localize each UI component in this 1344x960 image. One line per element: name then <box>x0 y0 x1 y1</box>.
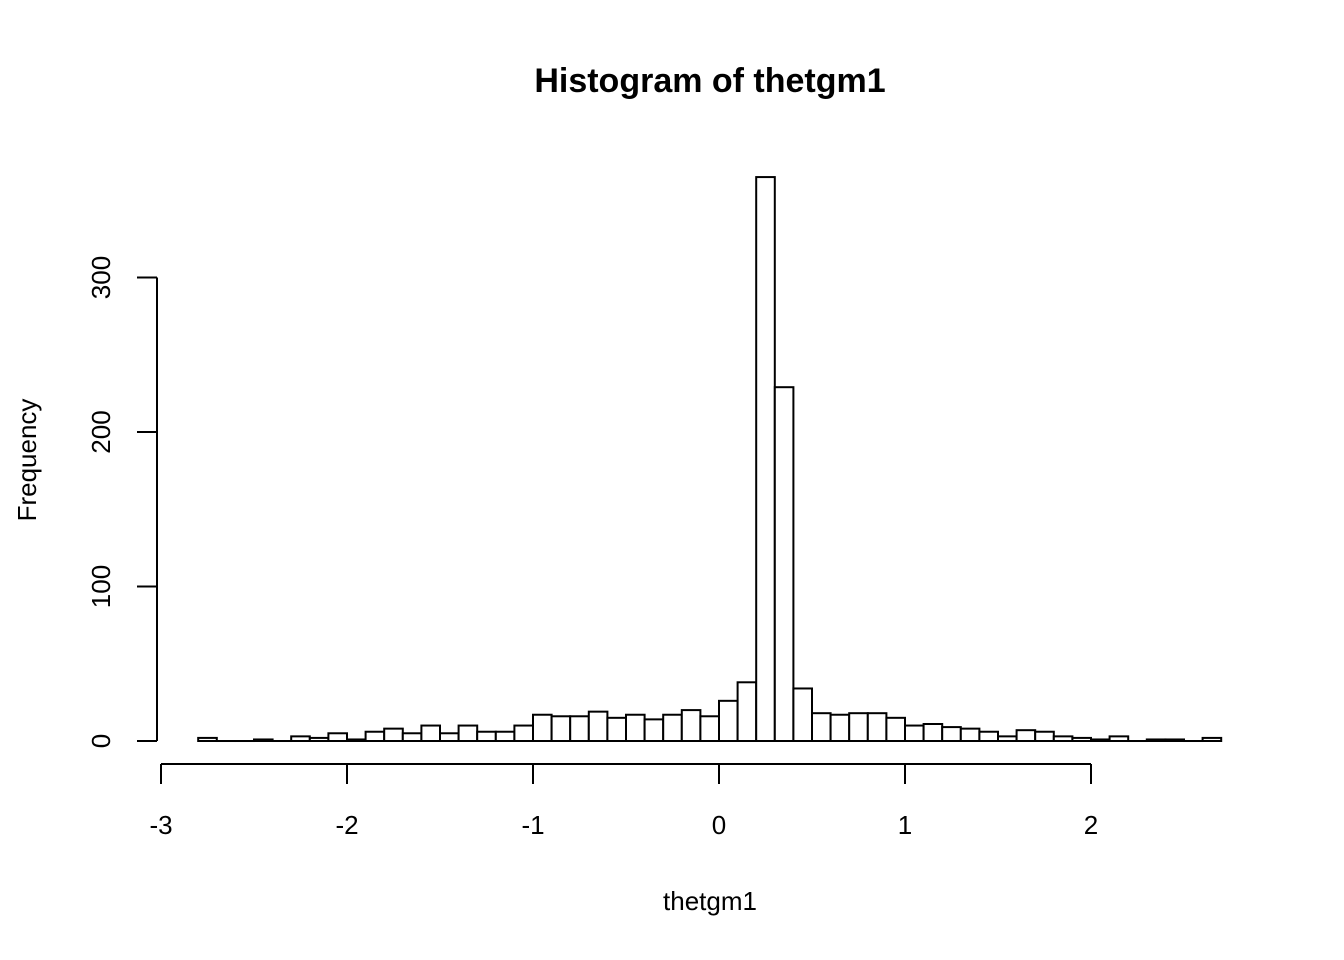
histogram-bar <box>848 712 869 743</box>
histogram-bar <box>904 724 925 742</box>
histogram-bar <box>718 699 739 743</box>
histogram-bar <box>569 715 590 743</box>
y-axis: 0 100 200 300 <box>86 256 158 748</box>
histogram-bar <box>532 713 553 742</box>
histogram-bar <box>811 712 832 743</box>
histogram-bar <box>866 712 888 743</box>
histogram-bar <box>1164 738 1186 743</box>
x-tick-label: 2 <box>1084 810 1098 840</box>
x-tick-label: -2 <box>335 810 358 840</box>
histogram-bar <box>959 727 981 743</box>
histogram-bar <box>1145 738 1167 743</box>
histogram-bar <box>1015 729 1037 742</box>
histogram-bar <box>643 718 665 742</box>
x-tick-label: -3 <box>149 810 172 840</box>
x-tick-label: -1 <box>521 810 544 840</box>
y-tick-label: 100 <box>86 565 116 608</box>
histogram-bar <box>327 732 348 743</box>
histogram-bar <box>550 715 572 743</box>
histogram-bar <box>346 738 367 743</box>
histogram-bar <box>476 730 497 742</box>
histogram-bar <box>420 724 441 742</box>
histogram-bar <box>513 724 535 742</box>
histogram-bar <box>941 726 962 742</box>
histogram-bar <box>978 730 1000 742</box>
x-axis-label: thetgm1 <box>663 886 757 916</box>
chart-title: Histogram of thetgm1 <box>534 62 885 100</box>
histogram-bars <box>197 176 1223 743</box>
histogram-bar <box>308 736 330 742</box>
histogram-bar <box>1071 736 1093 742</box>
histogram-bar <box>401 732 423 743</box>
histogram-bar <box>1108 735 1130 742</box>
histogram-bar <box>699 715 721 743</box>
y-axis-label: Frequency <box>12 399 42 522</box>
histogram-bar <box>773 386 795 742</box>
histogram-bar <box>1052 735 1074 742</box>
histogram-bar <box>1090 738 1111 743</box>
histogram-bar <box>792 687 814 742</box>
histogram-bar <box>364 730 386 742</box>
histogram-bar <box>829 713 851 742</box>
histogram-bar <box>1201 736 1223 742</box>
histogram-bar <box>625 713 646 742</box>
histogram-bar <box>494 730 516 742</box>
histogram-bar <box>197 736 218 742</box>
histogram-bar <box>457 724 479 742</box>
histogram-bar <box>439 732 460 743</box>
histogram-bar <box>755 176 776 742</box>
histogram-bar <box>606 716 628 743</box>
histogram-bar <box>922 723 944 743</box>
histogram-bar <box>587 710 609 743</box>
histogram-bar <box>383 727 404 743</box>
histogram-bar <box>885 716 907 743</box>
histogram-bar <box>680 709 702 742</box>
x-tick-label: 0 <box>712 810 726 840</box>
histogram-bar <box>997 735 1018 742</box>
histogram-bar <box>290 735 311 742</box>
y-tick-label: 200 <box>86 410 116 453</box>
histogram-bar <box>253 738 274 743</box>
y-tick-label: 300 <box>86 256 116 299</box>
y-tick-label: 0 <box>86 734 116 748</box>
histogram-bar <box>1034 730 1055 742</box>
x-axis: -3 -2 -1 0 1 2 <box>149 763 1098 840</box>
x-tick-label: 1 <box>898 810 912 840</box>
histogram-bar <box>736 681 758 742</box>
histogram-bar <box>662 713 683 742</box>
